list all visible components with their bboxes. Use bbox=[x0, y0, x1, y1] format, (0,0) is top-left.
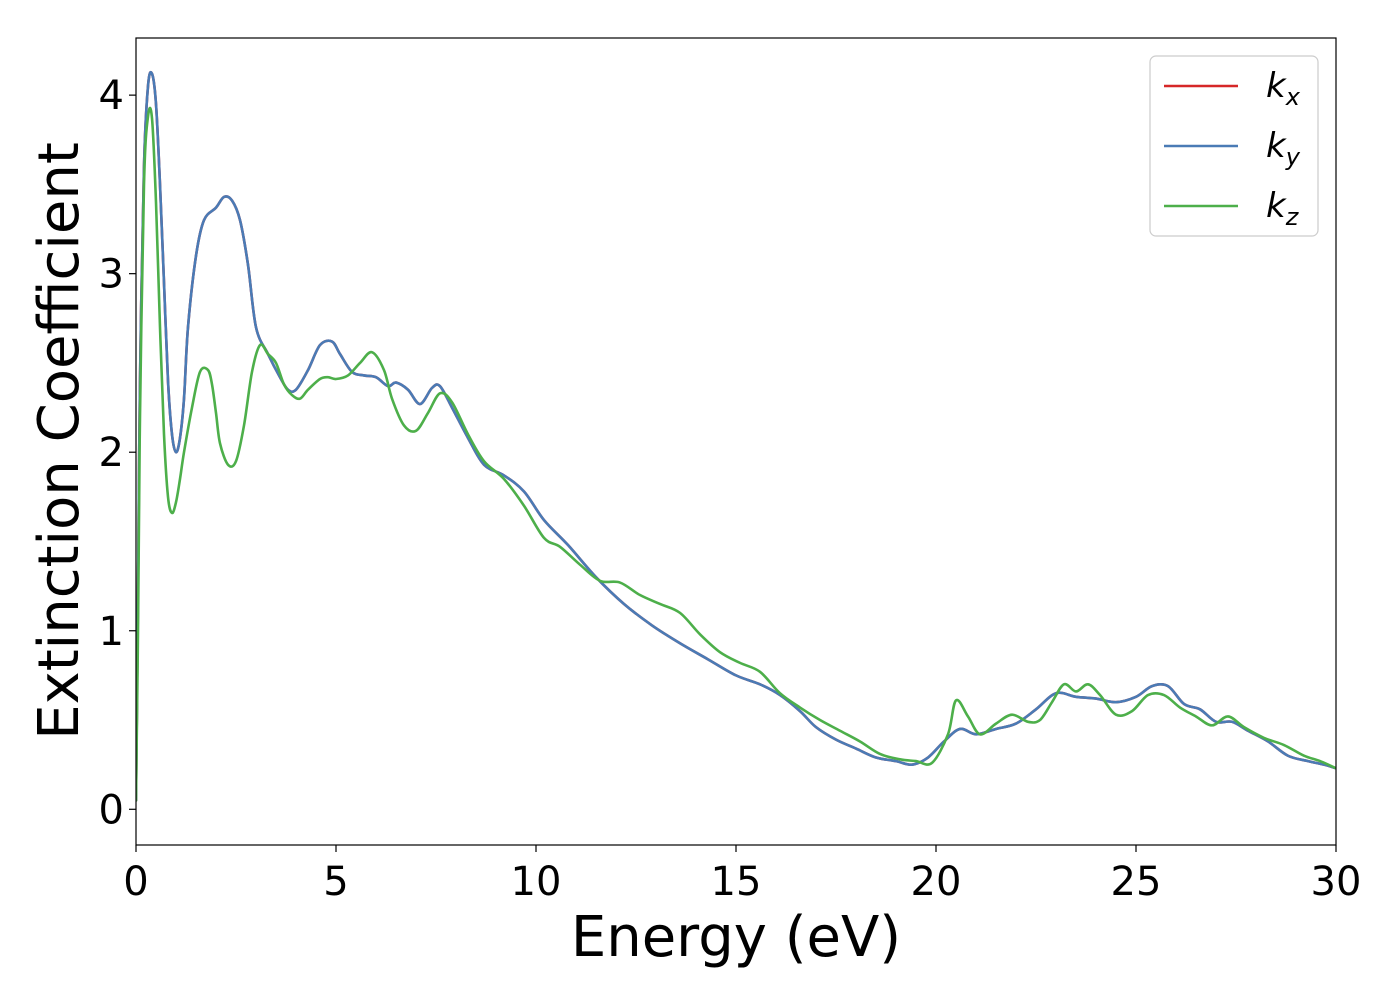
y-tick-label: 2 bbox=[99, 430, 124, 476]
series-line-kz bbox=[136, 106, 1336, 802]
y-tick-label: 0 bbox=[99, 787, 124, 833]
y-axis-title: Extinction Coefficient bbox=[27, 142, 92, 740]
series-line-ky bbox=[136, 70, 1336, 802]
legend-label-kz: kz bbox=[1266, 186, 1300, 231]
y-tick-label: 1 bbox=[99, 609, 124, 655]
legend-label-ky: ky bbox=[1266, 126, 1301, 171]
x-tick-label: 15 bbox=[711, 859, 762, 905]
x-tick-label: 30 bbox=[1311, 859, 1362, 905]
x-tick-label: 5 bbox=[323, 859, 348, 905]
y-axis-ticks: 0 1 2 3 4 bbox=[99, 73, 136, 833]
series-layer bbox=[136, 70, 1336, 802]
x-axis-ticks: 0 5 10 15 20 25 30 bbox=[123, 845, 1361, 905]
x-tick-label: 25 bbox=[1111, 859, 1162, 905]
x-axis-title: Energy (eV) bbox=[571, 905, 901, 970]
legend: kx ky kz bbox=[1149, 55, 1319, 237]
y-tick-label: 4 bbox=[99, 73, 124, 119]
x-tick-label: 20 bbox=[911, 859, 962, 905]
y-tick-label: 3 bbox=[99, 252, 124, 298]
x-tick-label: 0 bbox=[123, 859, 148, 905]
x-tick-label: 10 bbox=[511, 859, 562, 905]
legend-label-kx: kx bbox=[1266, 66, 1301, 111]
